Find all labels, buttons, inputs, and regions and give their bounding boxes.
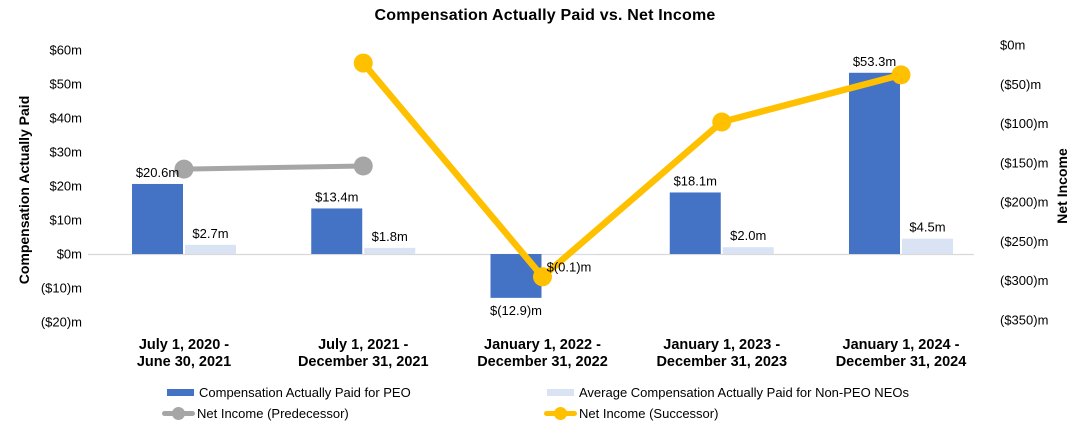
bar-label-non-peo-0: $2.7m — [192, 226, 228, 241]
legend-label: Average Compensation Actually Paid for N… — [579, 385, 909, 400]
right-axis-tick-2: ($100)m — [1000, 116, 1048, 131]
left-axis-tick-7: ($10)m — [41, 281, 82, 296]
right-axis-tick-4: ($200)m — [1000, 195, 1048, 210]
bar-label-peo-3: $18.1m — [674, 173, 717, 188]
bar-non-peo-3 — [722, 247, 774, 254]
predecessor-line-swatch — [162, 406, 195, 421]
net-income-successor-marker-2 — [533, 267, 552, 287]
right-axis-tick-6: ($300)m — [1000, 273, 1048, 288]
category-label-2: January 1, 2022 -December 31, 2022 — [477, 337, 608, 370]
bar-label-non-peo-1: $1.8m — [372, 229, 408, 244]
net-income-predecessor-marker-1 — [353, 156, 373, 176]
legend-item-net-income-successor: Net Income (Successor) — [544, 406, 718, 421]
legend-item-cap-peo: Compensation Actually Paid for PEO — [167, 385, 411, 400]
bar-label-non-peo-2: $(0.1)m — [547, 259, 592, 274]
legend-item-net-income-predecessor: Net Income (Predecessor) — [162, 406, 349, 421]
category-label-4: January 1, 2024 -December 31, 2024 — [836, 337, 967, 370]
peo-bar-swatch — [167, 389, 194, 396]
bar-label-peo-1: $13.4m — [315, 189, 358, 204]
bar-peo-0 — [132, 183, 183, 254]
net-income-successor-marker-1 — [353, 53, 373, 73]
right-axis-tick-7: ($350)m — [1000, 313, 1048, 328]
legend-label: Net Income (Successor) — [579, 406, 719, 421]
left-axis-tick-3: $30m — [49, 145, 82, 160]
bar-peo-3 — [669, 192, 721, 254]
non-peo-bar-swatch — [547, 389, 574, 396]
right-axis-tick-0: $0m — [1000, 38, 1025, 53]
left-axis-tick-0: $60m — [49, 43, 82, 58]
chart-title: Compensation Actually Paid vs. Net Incom… — [374, 7, 716, 24]
bar-label-non-peo-4: $4.5m — [909, 220, 945, 235]
bar-peo-1 — [311, 208, 363, 254]
bar-non-peo-1 — [364, 247, 416, 254]
right-axis-tick-1: ($50)m — [1000, 77, 1041, 92]
net-income-successor-line — [360, 59, 905, 281]
right-axis-tick-5: ($250)m — [1000, 234, 1048, 249]
net-income-predecessor-marker-0 — [174, 159, 194, 179]
legend-item-cap-non-peo: Average Compensation Actually Paid for N… — [547, 385, 909, 400]
left-axis-tick-1: $50m — [49, 77, 82, 92]
bar-label-peo-0: $20.6m — [136, 165, 179, 180]
bar-peo-4 — [849, 72, 900, 254]
net-income-successor-marker-4 — [891, 65, 911, 85]
left-axis-tick-5: $10m — [49, 213, 82, 228]
bar-non-peo-4 — [902, 238, 953, 254]
successor-line-swatch — [544, 406, 577, 421]
category-label-1: July 1, 2021 -December 31, 2021 — [298, 337, 429, 370]
left-axis-tick-2: $40m — [49, 111, 82, 126]
right-axis-tick-3: ($150)m — [1000, 155, 1048, 170]
bar-non-peo-0 — [185, 244, 236, 254]
legend-label: Net Income (Predecessor) — [197, 406, 349, 421]
bar-label-peo-4: $53.3m — [853, 54, 896, 69]
bar-label-non-peo-3: $2.0m — [730, 228, 766, 243]
legend-label: Compensation Actually Paid for PEO — [199, 385, 411, 400]
category-label-0: July 1, 2020 -June 30, 2021 — [137, 337, 231, 370]
net-income-successor-marker-3 — [712, 112, 732, 132]
bar-label-peo-2: $(12.9)m — [490, 303, 542, 318]
category-label-3: January 1, 2023 -December 31, 2023 — [656, 337, 787, 370]
left-axis-tick-6: $0m — [57, 247, 82, 262]
left-axis-tick-4: $20m — [49, 179, 82, 194]
net-income-predecessor-line — [181, 163, 366, 172]
left-axis-tick-8: ($20)m — [41, 315, 82, 330]
